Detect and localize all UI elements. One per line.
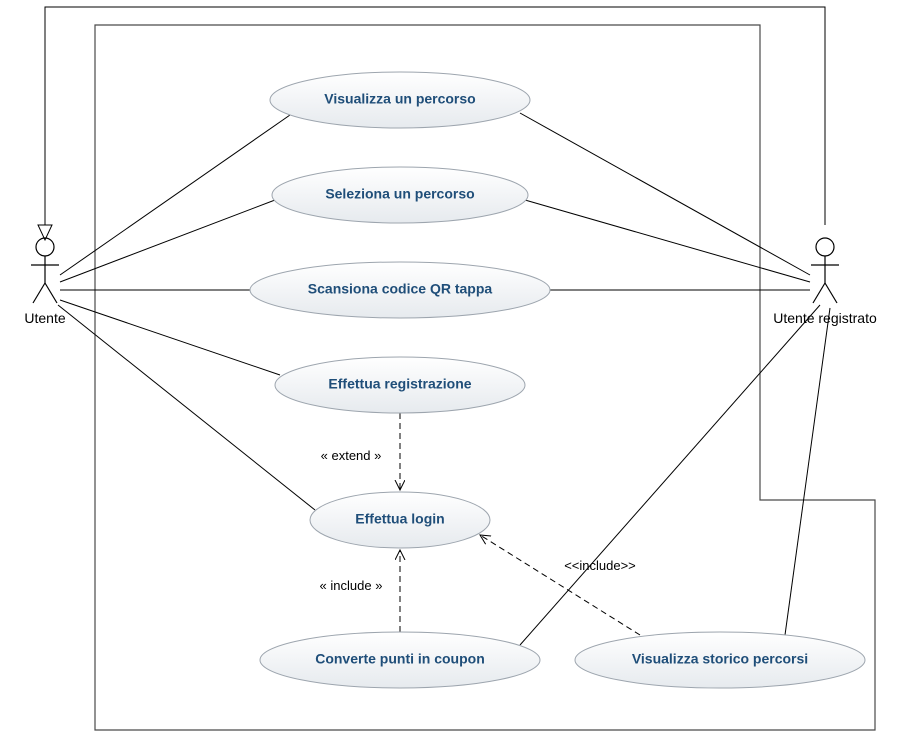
usecase-label-visualizza_percorso: Visualizza un percorso — [324, 91, 475, 107]
association-utente-seleziona_percorso — [60, 200, 275, 282]
usecase-label-seleziona_percorso: Seleziona un percorso — [325, 186, 474, 202]
usecase-nodes: Visualizza un percorso Seleziona un perco… — [250, 72, 865, 688]
usecase-label-scansiona_qr: Scansiona codice QR tappa — [308, 281, 493, 297]
actor-label: Utente — [24, 310, 65, 326]
usecase-label-effettua_registrazione: Effettua registrazione — [328, 376, 471, 392]
actor-label: Utente registrato — [773, 310, 877, 326]
association-utente-effettua_registrazione — [60, 300, 280, 375]
association-utente_registrato-seleziona_percorso — [525, 200, 810, 282]
association-utente_registrato-visualizza_storico — [785, 308, 830, 635]
dependency-label-include: « include » — [320, 578, 383, 593]
usecase-label-visualizza_storico: Visualizza storico percorsi — [632, 651, 808, 667]
dependency-label-include: <<include>> — [564, 558, 636, 573]
dependency-include — [480, 535, 640, 635]
association-utente_registrato-converte_punti — [520, 305, 820, 645]
actor-utente: Utente — [24, 238, 65, 326]
association-utente_registrato-visualizza_percorso — [520, 113, 810, 275]
actor-utente-registrato: Utente registrato — [773, 238, 877, 326]
dependency-label-extend: « extend » — [321, 448, 382, 463]
usecase-label-effettua_login: Effettua login — [355, 511, 444, 527]
usecase-label-converte_punti: Converte punti in coupon — [315, 651, 485, 667]
usecase-diagram: « extend » « include » <<include>> Visuali… — [0, 0, 923, 755]
association-utente-effettua_login — [58, 305, 315, 510]
